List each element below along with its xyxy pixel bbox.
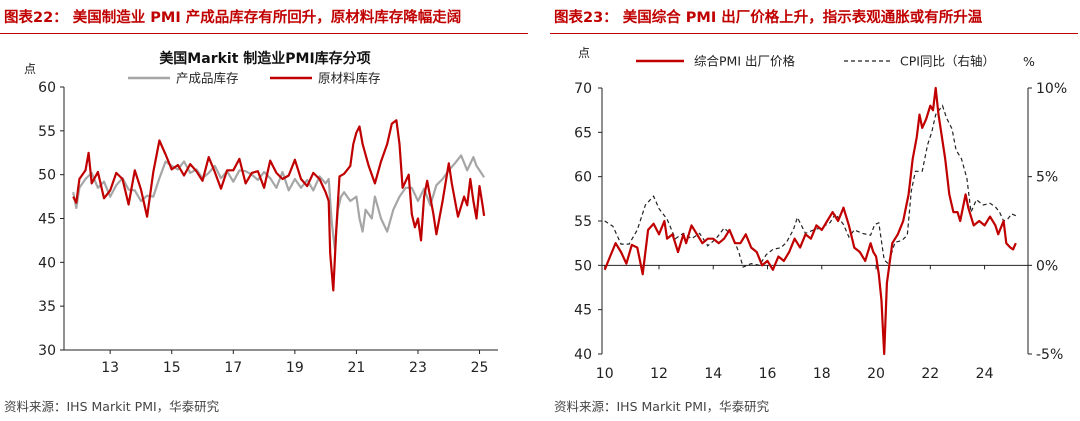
x-tick-label: 24 — [976, 366, 994, 382]
y-tick-label: 40 — [38, 255, 56, 271]
x-tick-label: 15 — [163, 360, 181, 376]
y-axis-unit-label: 点 — [24, 62, 36, 76]
x-tick-label: 18 — [813, 366, 831, 382]
y-tick-label: 60 — [574, 170, 592, 186]
y-tick-label: 70 — [574, 81, 592, 97]
y-tick-label: 55 — [574, 214, 592, 230]
cpi-yoy-line — [604, 104, 1017, 268]
y2-tick-label: 5% — [1036, 170, 1058, 186]
y-tick-label: 40 — [574, 347, 592, 363]
x-tick-label: 16 — [759, 366, 777, 382]
y2-tick-label: -5% — [1036, 347, 1063, 363]
axes: 30 35 40 45 50 55 60 13 15 17 19 21 23 25 — [38, 80, 498, 376]
y2-tick-label: 10% — [1036, 81, 1067, 97]
y-tick-label: 50 — [574, 258, 592, 274]
legend-label-series2: CPI同比（右轴） — [900, 54, 995, 69]
figure-panel-left: 图表22： 美国制造业 PMI 产成品库存有所回升，原材料库存降幅走阔 美国Ma… — [0, 0, 530, 421]
raw-materials-inventory-line — [72, 119, 486, 292]
series-lines — [603, 86, 1017, 356]
x-tick-label: 14 — [704, 366, 722, 382]
x-tick-label: 12 — [650, 366, 668, 382]
y2-axis-unit-label: % — [1023, 54, 1035, 69]
x-tick-label: 17 — [224, 360, 242, 376]
figure-title: 图表23： 美国综合 PMI 出厂价格上升，指示表观通胀或有所升温 — [554, 10, 983, 26]
legend: 综合PMI 出厂价格 CPI同比（右轴） — [636, 54, 995, 69]
legend: 产成品库存 原材料库存 — [128, 71, 381, 86]
legend-label-series1: 综合PMI 出厂价格 — [694, 54, 795, 69]
title-rule — [0, 33, 528, 34]
x-tick-label: 23 — [409, 360, 427, 376]
x-tick-label: 20 — [867, 366, 885, 382]
output-prices-line — [603, 86, 1017, 356]
y-axis-unit-label: 点 — [578, 46, 590, 60]
y-tick-label: 45 — [38, 212, 56, 228]
y-tick-label: 45 — [574, 303, 592, 319]
y-tick-label: 60 — [38, 80, 56, 96]
legend-label-series1: 产成品库存 — [176, 71, 239, 86]
price-cpi-chart: 点 % 综合PMI 出厂价格 CPI同比（右轴） 40 45 50 55 60 65 70 -… — [574, 46, 1067, 382]
y2-tick-label: 0% — [1036, 258, 1058, 274]
y-tick-label: 65 — [574, 125, 592, 141]
legend-label-series2: 原材料库存 — [318, 71, 381, 86]
x-tick-label: 19 — [286, 360, 304, 376]
figure-panel-right: 图表23： 美国综合 PMI 出厂价格上升，指示表观通胀或有所升温 点 % 综合… — [550, 0, 1080, 421]
y-tick-label: 35 — [38, 299, 56, 315]
title-rule — [550, 33, 1078, 34]
x-tick-label: 21 — [347, 360, 365, 376]
series-lines — [72, 119, 486, 292]
inventory-chart: 美国Markit 制造业PMI库存分项 点 产成品库存 原材料库存 30 35 40… — [24, 50, 498, 376]
figure-title: 图表22： 美国制造业 PMI 产成品库存有所回升，原材料库存降幅走阔 — [4, 10, 462, 26]
source-note: 资料来源：IHS Markit PMI，华泰研究 — [554, 399, 770, 414]
source-note: 资料来源：IHS Markit PMI，华泰研究 — [4, 399, 220, 414]
x-tick-label: 22 — [921, 366, 939, 382]
x-tick-label: 25 — [471, 360, 489, 376]
y-tick-label: 55 — [38, 124, 56, 140]
y-tick-label: 30 — [38, 343, 56, 359]
x-tick-label: 10 — [596, 366, 614, 382]
y-tick-label: 50 — [38, 168, 56, 184]
chart-title: 美国Markit 制造业PMI库存分项 — [159, 50, 370, 67]
axes: 40 45 50 55 60 65 70 -5% 0% 5% 10% 10 12 14 16 18 20 22 24 — [574, 81, 1067, 382]
x-tick-label: 13 — [101, 360, 119, 376]
